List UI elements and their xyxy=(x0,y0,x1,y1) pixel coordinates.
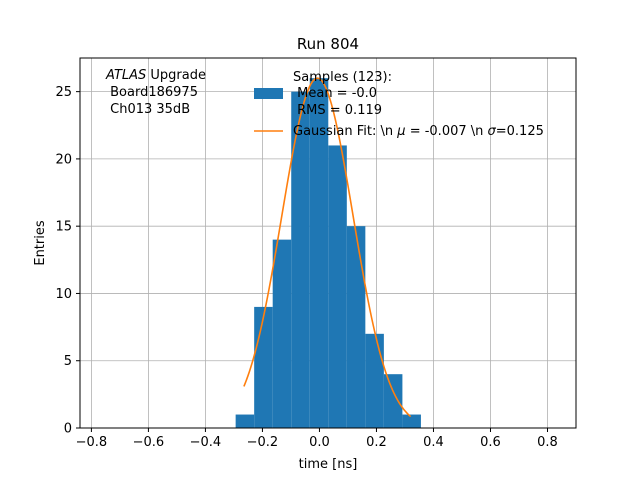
legend-histogram-line-3: RMS = 0.119 xyxy=(293,103,382,118)
legend-fit-mu-value: = -0.007 \n xyxy=(406,124,488,139)
histogram-bar-8 xyxy=(383,374,403,428)
x-tick-label-8: 0.8 xyxy=(537,435,558,450)
histogram-bar-9 xyxy=(402,414,421,428)
y-axis-label: Entries xyxy=(33,220,48,266)
histogram-bar-5 xyxy=(328,145,347,429)
annotation-atlas-italic: ATLAS xyxy=(105,68,146,83)
legend-histogram-line-2: Mean = -0.0 xyxy=(293,86,377,101)
histogram-bar-3 xyxy=(291,91,310,429)
y-tick-label-2: 10 xyxy=(55,287,72,302)
y-tick-label-3: 15 xyxy=(55,220,72,235)
legend-fit-sigma: σ xyxy=(488,124,497,139)
legend-histogram-line-1: Samples (123): xyxy=(293,70,392,85)
annotation-line-1: ATLAS Upgrade xyxy=(105,68,206,83)
legend: Samples (123): Mean = -0.0 RMS = 0.119 G… xyxy=(254,70,544,139)
x-tick-label-0: −0.8 xyxy=(76,435,108,450)
x-tick-label-3: −0.2 xyxy=(247,435,279,450)
legend-fit-mu: μ xyxy=(396,124,405,139)
histogram-bar-1 xyxy=(254,306,273,428)
x-tick-label-1: −0.6 xyxy=(133,435,165,450)
legend-fit-sigma-value: =0.125 xyxy=(496,124,544,139)
legend-histogram-swatch xyxy=(254,88,283,99)
annotation-upgrade: Upgrade xyxy=(146,68,206,83)
y-tick-label-0: 0 xyxy=(64,422,72,437)
histogram-bar-7 xyxy=(365,333,384,428)
atlas-annotation: ATLAS Upgrade Board186975 Ch013 35dB xyxy=(105,68,206,117)
histogram-bars xyxy=(235,78,421,429)
legend-fit-prefix: Gaussian Fit: \n xyxy=(293,124,397,139)
y-tick-label-1: 5 xyxy=(64,354,72,369)
x-tick-label-5: 0.2 xyxy=(366,435,387,450)
x-axis-label: time [ns] xyxy=(299,457,358,472)
plot-frame xyxy=(79,57,577,429)
y-axis-ticks: 0 5 10 15 20 25 xyxy=(55,85,80,437)
gaussian-fit-line xyxy=(243,77,412,418)
annotation-line-2: Board186975 xyxy=(106,85,198,100)
histogram-bar-4 xyxy=(309,78,329,428)
x-axis-ticks: −0.8 −0.6 −0.4 −0.2 0.0 0.2 0.4 0.6 0.8 xyxy=(76,428,558,450)
x-tick-label-7: 0.6 xyxy=(480,435,501,450)
x-tick-label-6: 0.4 xyxy=(423,435,444,450)
legend-fit-label: Gaussian Fit: \n μ = -0.007 \n σ=0.125 xyxy=(293,124,544,139)
histogram-bar-2 xyxy=(272,239,292,428)
x-tick-label-2: −0.4 xyxy=(190,435,222,450)
y-tick-label-4: 20 xyxy=(55,152,72,167)
histogram-bar-0 xyxy=(235,414,255,428)
annotation-line-3: Ch013 35dB xyxy=(106,102,190,117)
x-tick-label-4: 0.0 xyxy=(309,435,330,450)
chart-title: Run 804 xyxy=(297,35,359,53)
y-tick-label-5: 25 xyxy=(55,85,72,100)
histogram-bar-6 xyxy=(346,226,366,428)
